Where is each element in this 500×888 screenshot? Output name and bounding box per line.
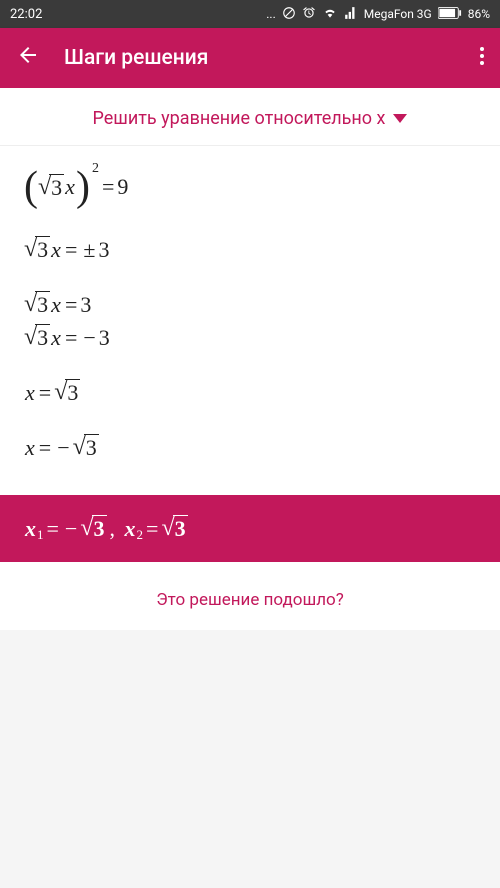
dropdown-icon — [393, 114, 407, 123]
page-title: Шаги решения — [64, 46, 480, 70]
step-3a: √3 x = 3 — [24, 291, 476, 318]
solve-mode-selector[interactable]: Решить уравнение относительно x — [0, 88, 500, 146]
step-3b: √3 x = − 3 — [24, 324, 476, 351]
app-bar: Шаги решения — [0, 28, 500, 88]
battery-icon — [438, 7, 462, 22]
step-1: ( √3 x ) 2 = 9 — [24, 166, 476, 208]
step-2: √3 x = ± 3 — [24, 236, 476, 263]
step-4a: x = √3 — [24, 379, 476, 406]
back-icon[interactable] — [16, 43, 40, 73]
overflow-menu-icon[interactable] — [480, 46, 484, 70]
feedback-prompt[interactable]: Это решение подошло? — [0, 562, 500, 630]
mute-icon — [282, 6, 296, 23]
content-area: Решить уравнение относительно x ( √3 x )… — [0, 88, 500, 630]
final-answer: x1 = − √3 , x2 = √3 — [0, 495, 500, 562]
status-right: ... MegaFon 3G 86% — [266, 6, 490, 23]
carrier-label: MegaFon 3G — [364, 7, 432, 21]
status-time: 22:02 — [10, 7, 266, 22]
step-4b: x = − √3 — [24, 434, 476, 461]
battery-percent: 86% — [468, 7, 490, 21]
solve-mode-label: Решить уравнение относительно x — [93, 108, 386, 129]
status-dots: ... — [266, 7, 276, 21]
status-bar: 22:02 ... MegaFon 3G 86% — [0, 0, 500, 28]
wifi-icon — [322, 6, 338, 23]
signal-icon — [344, 6, 358, 23]
solution-steps: ( √3 x ) 2 = 9 √3 x = ± 3 √3 — [0, 146, 500, 495]
alarm-icon — [302, 6, 316, 23]
